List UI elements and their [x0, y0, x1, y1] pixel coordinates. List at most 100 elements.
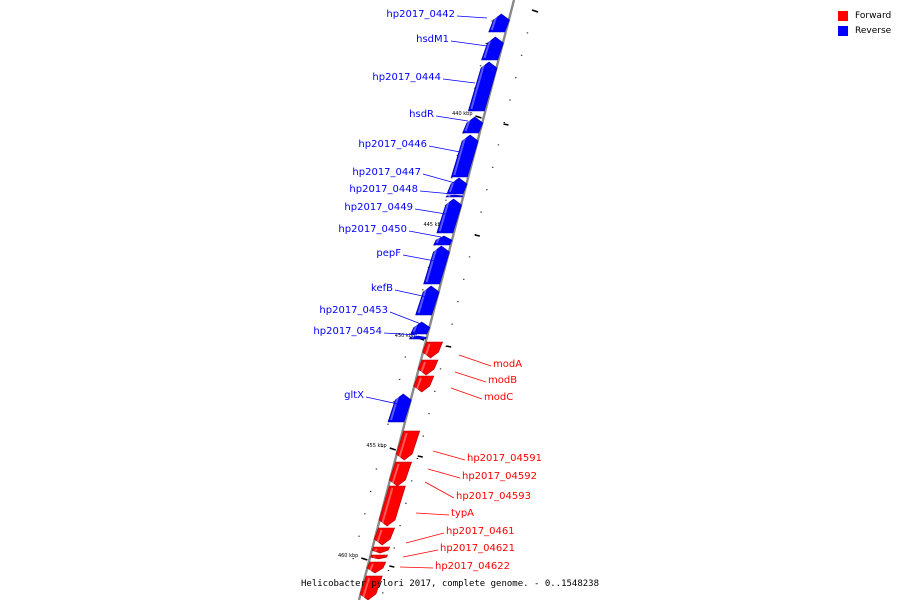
major-tick-right — [474, 234, 480, 237]
gene-highlight — [448, 194, 451, 198]
gene-label-hp2017_0442: hp2017_0442 — [386, 9, 455, 20]
gene-highlight — [391, 463, 400, 485]
gene-highlight — [438, 200, 450, 232]
gene-highlight — [390, 395, 400, 421]
gene-label-typa: typA — [451, 508, 474, 519]
gene-label-hp2017_0461: hp2017_0461 — [446, 526, 515, 537]
major-tick-right — [417, 455, 423, 458]
gene-label-kefb: kefB — [371, 283, 393, 294]
gene-highlight — [448, 179, 455, 193]
gene-connector — [419, 190, 453, 195]
gene-highlight — [362, 577, 371, 599]
gene-hp2017_0444 — [467, 61, 498, 112]
gene-pepf — [423, 245, 450, 285]
gene-modb — [417, 359, 439, 376]
gene-connector — [399, 566, 434, 569]
gene-label-hp2017_04621: hp2017_04621 — [440, 543, 515, 554]
gene-label-hp2017_0448: hp2017_0448 — [349, 184, 418, 195]
gene-labels: hp2017_0442 hsdM1 hp2017_0444 hsdR hp2017_04… — [313, 9, 542, 572]
gene-gltx — [387, 393, 412, 423]
gene-connector — [402, 549, 439, 558]
gene-highlight — [417, 287, 428, 314]
gene-hp2017_04592 — [389, 461, 413, 487]
gene-connector — [428, 145, 461, 153]
gene-label-hp2017_0446: hp2017_0446 — [358, 139, 427, 150]
gene-label-moda: modA — [493, 359, 522, 370]
gene-label-hp2017_04591: hp2017_04591 — [467, 453, 542, 464]
gene-hp2017_0442 — [488, 13, 510, 33]
gene-connector — [458, 354, 492, 367]
gene-highlight — [369, 563, 374, 572]
legend-item-forward: Forward — [838, 8, 891, 23]
gene-highlight — [464, 118, 471, 132]
gene-label-hp2017_0447: hp2017_0447 — [352, 167, 421, 178]
gene-kefb — [415, 285, 440, 316]
gene-features — [359, 13, 510, 600]
gene-label-gltx: gltX — [344, 390, 364, 401]
gene-hp2017_04591 — [395, 430, 421, 461]
gene-hp2017_0448 — [445, 194, 464, 198]
gene-highlight — [374, 548, 378, 552]
gene-hsdm1 — [481, 36, 504, 61]
gene-connector — [415, 512, 450, 516]
gene-highlight — [412, 323, 418, 333]
gene-label-hp2017_0453: hp2017_0453 — [319, 305, 388, 316]
gene-hsdr — [462, 116, 484, 134]
tick-label: 445 kbp — [423, 222, 443, 228]
gene-highlight — [490, 15, 498, 31]
gene-connector — [456, 15, 488, 19]
gene-connector — [432, 450, 466, 461]
gene-connector — [435, 115, 469, 122]
gene-highlight — [425, 247, 438, 283]
gene-connector — [450, 387, 483, 400]
gene-hp2017_0447 — [446, 177, 468, 195]
gene-typa — [373, 527, 396, 546]
major-tick-left — [475, 115, 482, 119]
gene-label-hsdm1: hsdM1 — [416, 34, 449, 45]
gene-hp2017_0453 — [410, 321, 431, 335]
gene-label-hp2017_0450: hp2017_0450 — [338, 224, 407, 235]
major-tick-right — [389, 565, 395, 568]
gene-highlight — [411, 336, 414, 339]
gene-highlight — [435, 237, 440, 244]
major-tick-right — [531, 9, 539, 13]
gene-hp2017_0446 — [450, 134, 479, 178]
major-tick-left — [361, 557, 368, 561]
major-tick-right — [503, 123, 509, 126]
gene-highlight — [420, 361, 426, 374]
gene-hp2017_0450 — [433, 235, 453, 246]
major-tick-left — [389, 447, 397, 451]
tick-label: 450 kbp — [395, 333, 415, 339]
gene-label-hp2017_0444: hp2017_0444 — [372, 72, 441, 83]
gene-label-hp2017_04593: hp2017_04593 — [456, 491, 531, 502]
gene-connector — [408, 230, 442, 238]
gene-connector — [394, 289, 428, 298]
gene-label-pepf: pepF — [376, 248, 401, 259]
gene-hp2017_0449 — [436, 198, 462, 234]
gene-highlight — [398, 432, 408, 459]
gene-connector — [442, 78, 476, 84]
gene-connector — [427, 468, 461, 479]
gene-highlight — [470, 63, 485, 110]
reverse-swatch — [838, 25, 848, 36]
gene-label-hp2017_0449: hp2017_0449 — [344, 202, 413, 213]
gene-modc — [413, 375, 435, 393]
gene-label-hp2017_04592: hp2017_04592 — [462, 471, 537, 482]
gene-feature — [359, 575, 383, 600]
gene-connector — [422, 173, 456, 184]
gene-highlight — [415, 377, 422, 391]
gene-connector — [450, 40, 488, 47]
gene-label-hsdr: hsdR — [409, 109, 434, 120]
gene-highlight — [424, 343, 431, 357]
gene-hp2017_0461 — [371, 546, 391, 554]
gene-highlight — [376, 529, 383, 544]
gene-connector — [414, 208, 447, 215]
gene-hp2017_04621 — [370, 554, 389, 560]
tick-label: 460 kbp — [338, 553, 358, 559]
gene-connector — [405, 532, 445, 544]
genome-caption: Helicobacter pylori 2017, complete genom… — [300, 579, 599, 589]
gene-connector — [383, 332, 418, 336]
gene-highlight — [483, 38, 492, 59]
major-ticks: 440 kbp 445 kbp 450 kbp 455 kbp 460 kbp — [338, 9, 539, 568]
